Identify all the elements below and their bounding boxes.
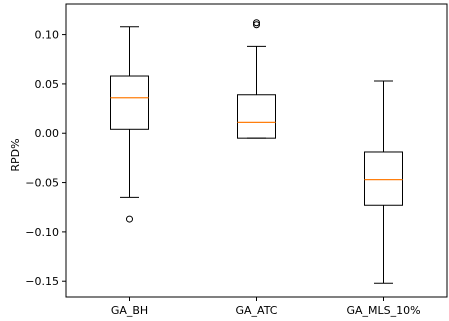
y-tick-label: 0.00	[35, 127, 60, 140]
plot-area	[110, 19, 403, 284]
y-tick-label: 0.05	[35, 78, 60, 91]
y-tick-label: −0.10	[25, 226, 59, 239]
box-2	[237, 19, 276, 139]
y-tick-label: −0.15	[25, 275, 59, 288]
box-3	[364, 80, 403, 284]
box-iqr	[364, 151, 403, 206]
outlier-point	[253, 21, 260, 29]
box-iqr	[237, 94, 276, 139]
y-tick-label: 0.10	[35, 29, 60, 42]
y-tick-label: −0.05	[25, 177, 59, 190]
x-tick-label: GA_BH	[111, 304, 148, 317]
axes: 0.10 0.05 0.00 −0.05 −0.10 −0.15 GA_BH GA_ATC GA…	[25, 3, 448, 317]
outlier-point	[253, 19, 260, 27]
outlier-point	[126, 215, 133, 223]
box-iqr	[110, 75, 149, 130]
x-tick-label: GA_ATC	[236, 304, 278, 317]
x-tick-label: GA_MLS_10%	[346, 304, 420, 317]
y-axis-label: RPD%	[9, 138, 22, 171]
box-1	[110, 26, 149, 223]
